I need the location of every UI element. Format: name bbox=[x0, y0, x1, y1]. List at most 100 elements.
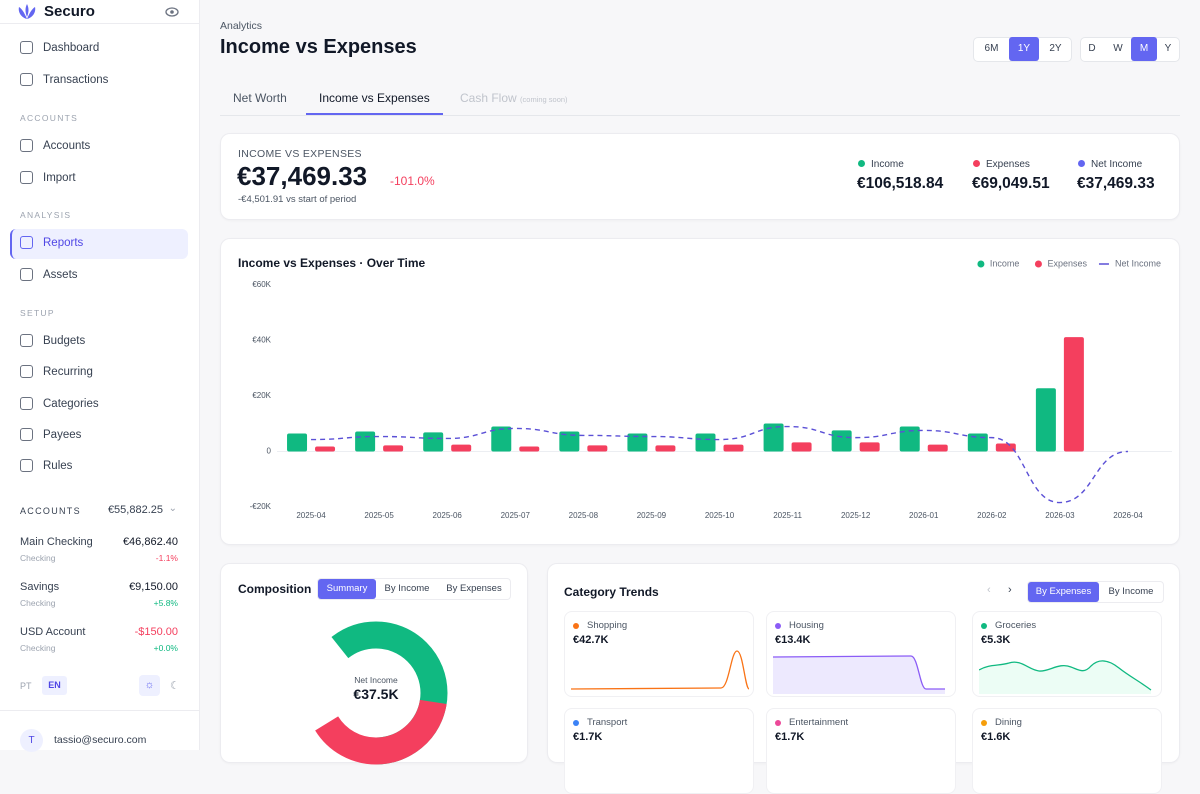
line bbox=[311, 425, 1128, 504]
nav-budgets[interactable]: Budgets bbox=[20, 334, 85, 347]
tab[interactable]: Net Worth bbox=[233, 91, 287, 105]
x-tick-label: 2025-05 bbox=[364, 511, 394, 520]
chevron[interactable]: ⌄ bbox=[168, 503, 177, 514]
account-name[interactable]: Savings bbox=[20, 581, 60, 593]
legend-key bbox=[977, 260, 985, 268]
legend-key bbox=[1034, 260, 1042, 268]
range-2y[interactable]: 2Y bbox=[1049, 43, 1062, 54]
value: €1.7K bbox=[573, 731, 603, 743]
gran-m[interactable]: M bbox=[1131, 37, 1157, 61]
label: Rules bbox=[43, 459, 73, 472]
summary-card: INCOME VS EXPENSES €37,469.33 -101.0% -€… bbox=[220, 133, 1180, 220]
bar bbox=[1063, 337, 1084, 452]
value: €1.6K bbox=[981, 731, 1011, 743]
income-total: €106,518.84 bbox=[857, 175, 944, 192]
value: €5.3K bbox=[981, 634, 1011, 646]
composition-title: Composition bbox=[238, 582, 312, 596]
donut-label: Net Income bbox=[354, 675, 398, 685]
lang-en[interactable]: EN bbox=[42, 676, 67, 695]
nav-transactions[interactable]: Transactions bbox=[20, 73, 108, 86]
range-1y[interactable]: 1Y bbox=[1009, 37, 1039, 61]
x-tick-label: 2025-08 bbox=[569, 511, 599, 520]
name: Shopping bbox=[587, 620, 628, 631]
account-change: +5.8% bbox=[153, 598, 178, 608]
account-name[interactable]: Main Checking bbox=[20, 536, 93, 548]
gran-w[interactable]: W bbox=[1113, 43, 1123, 54]
dark-mode[interactable]: ☾ bbox=[170, 680, 180, 692]
x-tick-label: 2025-04 bbox=[296, 511, 326, 520]
bar bbox=[763, 423, 784, 452]
label: Categories bbox=[43, 397, 99, 410]
x-tick-label: 2026-03 bbox=[1045, 511, 1075, 520]
x-tick-label: 2025-07 bbox=[501, 511, 531, 520]
account-balance: €9,150.00 bbox=[129, 581, 178, 593]
toggle-expenses[interactable]: By Expenses bbox=[1028, 582, 1099, 602]
account-balance: -$150.00 bbox=[134, 626, 178, 638]
donut-value: €37.5K bbox=[353, 686, 399, 702]
bar bbox=[655, 445, 676, 452]
trend-card[interactable]: Housing €13.4K bbox=[766, 611, 956, 697]
name: Groceries bbox=[995, 620, 1037, 631]
prev[interactable]: ‹ bbox=[987, 584, 991, 596]
nav-dashboard[interactable]: Dashboard bbox=[20, 41, 99, 54]
net-total: €37,469.33 bbox=[1077, 175, 1155, 192]
bar bbox=[995, 443, 1016, 452]
section-title: SETUP bbox=[20, 308, 55, 318]
x-tick-label: 2025-12 bbox=[841, 511, 871, 520]
summary-change: -101.0% bbox=[390, 174, 435, 188]
name: Dining bbox=[995, 717, 1022, 728]
light-mode[interactable]: ☼ bbox=[139, 675, 160, 696]
legend-net: Net Income bbox=[1078, 159, 1142, 170]
summary-sub: -€4,501.91 vs start of period bbox=[238, 194, 357, 205]
trend-card[interactable]: Entertainment €1.7K bbox=[766, 708, 956, 794]
x-tick-label: 2025-11 bbox=[773, 511, 802, 520]
value: €13.4K bbox=[775, 634, 811, 646]
name: Entertainment bbox=[789, 717, 849, 728]
nav-accounts[interactable]: Accounts bbox=[20, 139, 90, 152]
toggle-income[interactable]: By Income bbox=[1108, 586, 1154, 597]
label: Recurring bbox=[43, 365, 93, 378]
tab-summary[interactable]: Summary bbox=[318, 579, 376, 599]
eye-toggle[interactable] bbox=[165, 6, 179, 18]
range-6m[interactable]: 6M bbox=[984, 43, 999, 54]
chart-card: Income vs Expenses · Over Time -€20K 0 €20… bbox=[220, 238, 1180, 545]
tab-by-expenses[interactable]: By Expenses bbox=[446, 583, 502, 594]
nav-import[interactable]: Import bbox=[20, 171, 76, 184]
section-title: ACCOUNTS bbox=[20, 113, 79, 123]
gran-d[interactable]: D bbox=[1088, 43, 1096, 54]
tab-active[interactable]: Income vs Expenses bbox=[319, 91, 430, 105]
account-change: +0.0% bbox=[153, 643, 178, 653]
tab-by-income[interactable]: By Income bbox=[384, 583, 430, 594]
account-type: Checking bbox=[20, 598, 56, 608]
accounts-title: ACCOUNTS bbox=[20, 506, 81, 516]
gran-y[interactable]: Y bbox=[1164, 43, 1172, 54]
account-name[interactable]: USD Account bbox=[20, 626, 86, 638]
trend-card[interactable]: Dining €1.6K bbox=[972, 708, 1162, 794]
account-change: -1.1% bbox=[155, 553, 178, 563]
x-tick-label: 2025-10 bbox=[705, 511, 735, 520]
label: Dashboard bbox=[43, 41, 100, 54]
nav-payees[interactable]: Payees bbox=[20, 428, 81, 441]
bar bbox=[899, 426, 920, 452]
nav-assets[interactable]: Assets bbox=[20, 268, 78, 281]
legend-label: Income bbox=[990, 258, 1020, 268]
nav-rules[interactable]: Rules bbox=[20, 459, 72, 472]
tab-disabled: Cash Flow (coming soon) bbox=[460, 91, 568, 105]
note: (coming soon) bbox=[520, 95, 568, 104]
avatar[interactable]: T bbox=[20, 729, 43, 752]
section-title: ANALYSIS bbox=[20, 210, 72, 220]
trend-card[interactable]: Groceries €5.3K bbox=[972, 611, 1162, 697]
nav-recurring[interactable]: Recurring bbox=[20, 365, 93, 378]
bar bbox=[791, 442, 812, 452]
bar bbox=[287, 433, 308, 452]
lang-pt[interactable]: PT bbox=[20, 681, 32, 691]
next[interactable]: › bbox=[1008, 584, 1012, 596]
trend-card[interactable]: Shopping €42.7K bbox=[564, 611, 754, 697]
legend-label: Expenses bbox=[1047, 258, 1087, 268]
nav-categories[interactable]: Categories bbox=[20, 397, 99, 410]
label: Expenses bbox=[986, 159, 1030, 170]
summary-label: INCOME VS EXPENSES bbox=[238, 148, 362, 160]
nav-reports[interactable]: Reports bbox=[20, 236, 83, 249]
trend-card[interactable]: Transport €1.7K bbox=[564, 708, 754, 794]
bar bbox=[695, 433, 716, 452]
